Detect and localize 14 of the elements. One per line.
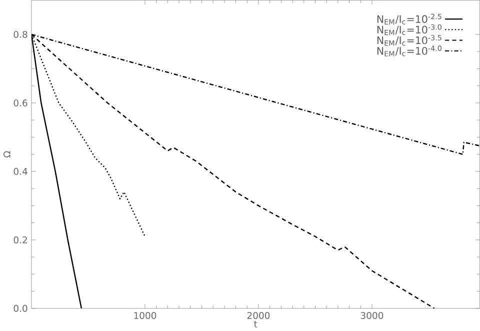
legend-label: N$_{EM}$/I$_{c}$=10$^{-3.0}$ (377, 24, 442, 36)
x-tick-label: 1000 (134, 312, 156, 320)
legend-label: N$_{EM}$/I$_{c}$=10$^{-4.0}$ (377, 46, 442, 56)
legend-label: N$_{EM}$/I$_{c}$=10$^{-2.5}$ (377, 14, 442, 25)
y-tick-label: 0.8 (14, 31, 28, 38)
x-tick-label: 3000 (360, 312, 384, 320)
x-axis-title: t (254, 321, 258, 328)
y-axis-title: Ω (3, 151, 10, 158)
x-tick-label: 2000 (247, 312, 270, 320)
y-tick-label: 0.0 (14, 304, 28, 312)
legend-label: N$_{EM}$/I$_{c}$=10$^{-3.5}$ (377, 35, 442, 46)
y-tick-label: 0.4 (14, 168, 28, 175)
y-tick-label: 0.6 (14, 100, 28, 107)
y-tick-label: 0.2 (14, 236, 27, 244)
